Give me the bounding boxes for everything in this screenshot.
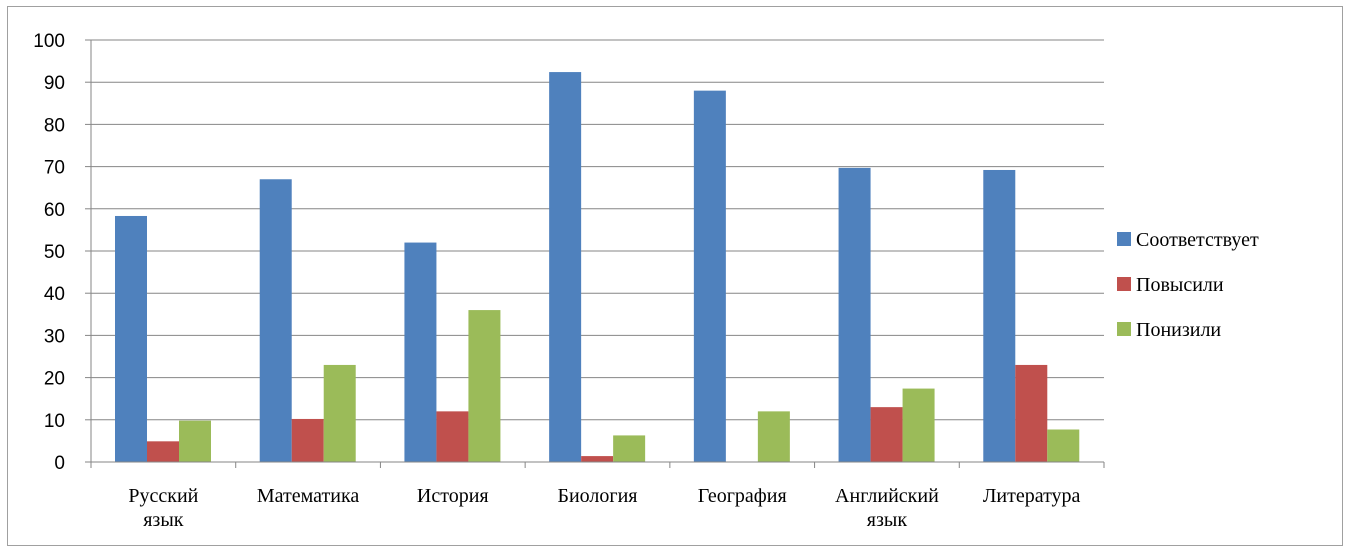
bar-3-4 <box>613 435 646 462</box>
x-tick-label: Биология <box>557 485 637 507</box>
y-tick-label: 100 <box>33 31 65 52</box>
legend-label: Понизили <box>1136 319 1221 341</box>
bar-2-4 <box>581 456 614 462</box>
y-tick-label: 60 <box>44 200 65 221</box>
x-tick-label: История <box>417 485 489 507</box>
y-tick-labels: 0 10 20 30 40 50 60 70 80 90 100 <box>33 31 65 474</box>
y-tick-label: 50 <box>44 242 65 263</box>
y-tick-label: 90 <box>44 73 65 94</box>
x-tick-label: География <box>698 485 787 507</box>
bar-2-2 <box>291 418 324 462</box>
y-tick-label: 10 <box>44 411 65 432</box>
legend: Соответствует Повысили Понизили <box>1117 229 1259 341</box>
bar-2-3 <box>436 411 469 462</box>
x-tick-label: Литература <box>983 485 1081 507</box>
legend-label: Повысили <box>1136 274 1224 296</box>
bar-3-5 <box>757 411 790 462</box>
chart-frame <box>7 6 1343 546</box>
y-tick-label: 30 <box>44 326 65 347</box>
bar-3-1 <box>179 420 211 462</box>
bar-3-2 <box>323 364 356 462</box>
legend-label: Соответствует <box>1136 229 1259 251</box>
bar-1-4 <box>549 72 582 463</box>
bar-1-1 <box>115 215 147 462</box>
bar-1-7 <box>983 169 1016 462</box>
bar-1-2 <box>259 179 292 462</box>
axes <box>85 39 1105 468</box>
legend-swatch <box>1117 322 1131 336</box>
y-tick-label: 80 <box>44 115 65 136</box>
bar-1-3 <box>404 242 437 462</box>
bar-3-6 <box>902 388 935 462</box>
x-tick-label: язык <box>867 509 908 531</box>
bars <box>115 72 1080 463</box>
legend-swatch <box>1117 277 1131 291</box>
bar-2-6 <box>870 407 903 462</box>
y-tick-label: 70 <box>44 158 65 179</box>
y-tick-label: 40 <box>44 284 65 305</box>
legend-swatch <box>1117 232 1131 246</box>
y-tick-label: 0 <box>54 453 65 474</box>
bar-3-7 <box>1047 429 1080 462</box>
x-tick-label: язык <box>143 509 184 531</box>
x-tick-label: Математика <box>257 485 359 507</box>
y-tick-label: 20 <box>44 369 65 390</box>
bar-1-6 <box>838 167 871 462</box>
x-tick-label: Английский <box>835 485 939 507</box>
gridlines <box>91 39 1104 421</box>
bar-1-5 <box>693 90 726 462</box>
bar-3-3 <box>468 310 501 462</box>
bar-2-1 <box>147 441 179 462</box>
x-tick-label: Русский <box>128 485 198 507</box>
bar-2-7 <box>1015 364 1048 462</box>
